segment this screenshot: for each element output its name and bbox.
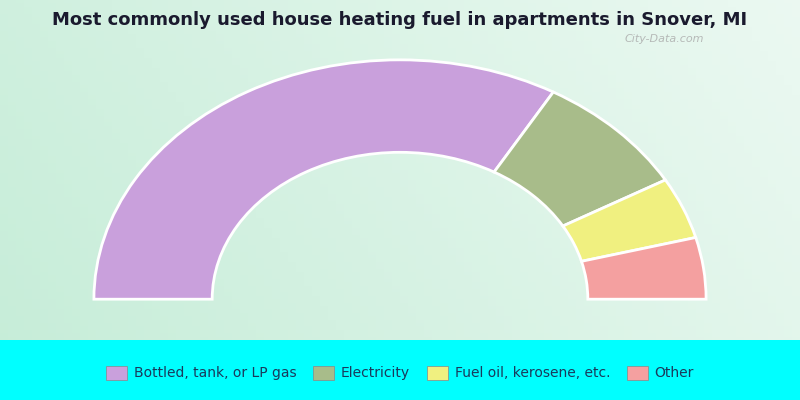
Legend: Bottled, tank, or LP gas, Electricity, Fuel oil, kerosene, etc., Other: Bottled, tank, or LP gas, Electricity, F… xyxy=(101,360,699,386)
Bar xyxy=(0,299,800,340)
Text: Most commonly used house heating fuel in apartments in Snover, MI: Most commonly used house heating fuel in… xyxy=(53,11,747,29)
Bar xyxy=(0,299,800,340)
Text: City-Data.com: City-Data.com xyxy=(625,34,704,44)
Wedge shape xyxy=(582,238,706,299)
Wedge shape xyxy=(563,180,696,261)
Wedge shape xyxy=(94,60,554,299)
Wedge shape xyxy=(494,92,666,226)
